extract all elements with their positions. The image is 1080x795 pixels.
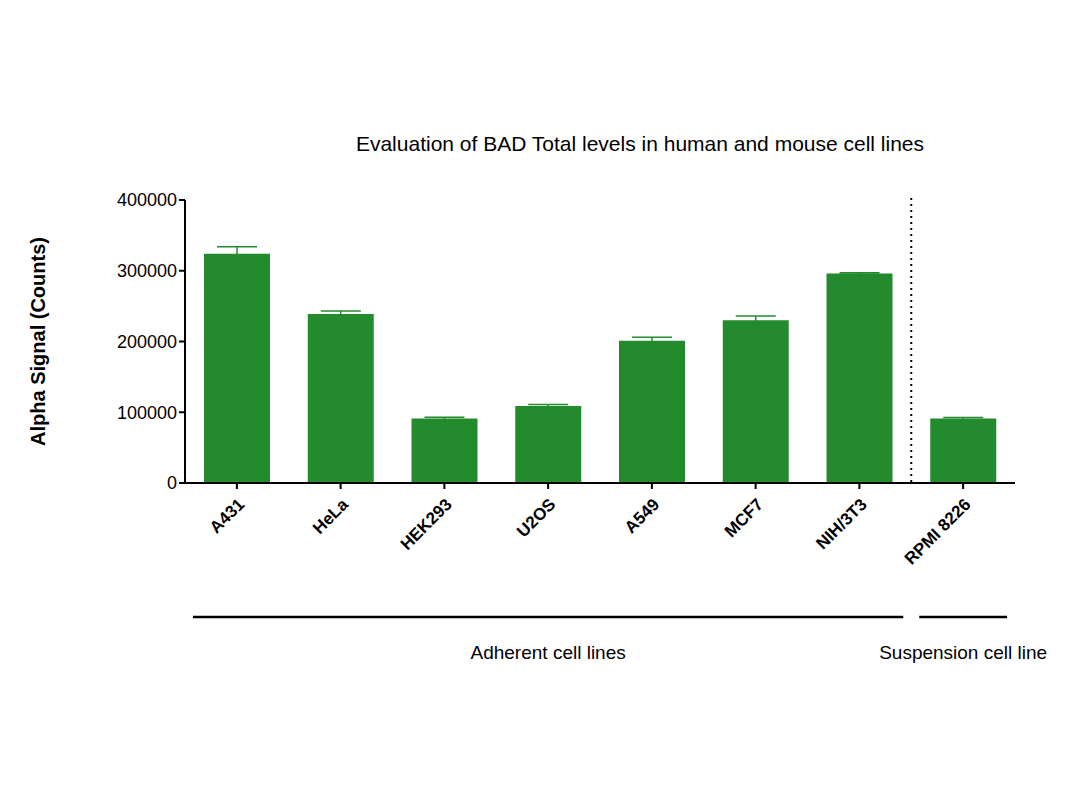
svg-text:U2OS: U2OS <box>513 495 559 541</box>
svg-text:200000: 200000 <box>117 332 177 352</box>
svg-text:Suspension cell line: Suspension cell line <box>879 642 1047 663</box>
svg-text:HeLa: HeLa <box>309 494 352 537</box>
svg-text:Adherent cell lines: Adherent cell lines <box>470 642 625 663</box>
svg-text:A431: A431 <box>206 495 248 537</box>
svg-text:RPMI 8226: RPMI 8226 <box>901 495 975 569</box>
svg-text:400000: 400000 <box>117 190 177 210</box>
svg-text:300000: 300000 <box>117 261 177 281</box>
svg-text:A549: A549 <box>621 495 663 537</box>
svg-text:Alpha Signal (Counts): Alpha Signal (Counts) <box>27 237 49 446</box>
svg-text:HEK293: HEK293 <box>397 495 456 554</box>
svg-text:MCF7: MCF7 <box>721 495 767 541</box>
svg-text:NIH/3T3: NIH/3T3 <box>812 495 870 553</box>
svg-text:100000: 100000 <box>117 403 177 423</box>
svg-text:0: 0 <box>167 473 177 493</box>
html-text:Evaluation of BAD Total levels: Evaluation of BAD Total levels in human … <box>355 132 924 155</box>
